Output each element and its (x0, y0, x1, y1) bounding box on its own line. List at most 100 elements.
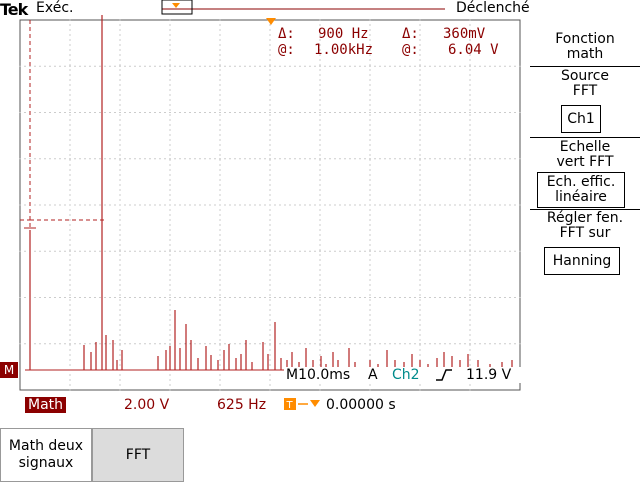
grid-dot (489, 250, 491, 252)
grid-dot (419, 297, 421, 298)
grid-dot (59, 297, 61, 298)
grid-dot (469, 59, 471, 61)
grid-dot (119, 114, 121, 116)
grid-dot (294, 297, 296, 298)
grid-dot (269, 239, 271, 241)
grid-dot (229, 297, 231, 298)
grid-dot (379, 158, 381, 160)
grid-dot (269, 119, 271, 121)
grid-dot (369, 329, 371, 331)
grid-dot (499, 158, 501, 160)
grid-dot (504, 297, 506, 298)
vertical-scale-button[interactable]: Ech. effic. linéaire (537, 172, 625, 208)
fft-button[interactable]: FFT (92, 428, 184, 482)
math-status-bar: Math 2.00 V 625 Hz T 0.00000 s (22, 396, 522, 414)
grid-dot (439, 343, 441, 345)
grid-dot (169, 324, 171, 326)
grid-dot (504, 343, 506, 345)
grid-dot (239, 65, 241, 67)
grid-dot (319, 119, 321, 121)
grid-dot (389, 250, 391, 252)
grid-dot (139, 158, 141, 160)
grid-dot (369, 309, 371, 311)
grid-dot (169, 264, 171, 266)
grid-dot (469, 239, 471, 241)
grid-dot (104, 158, 106, 160)
grid-dot (334, 65, 336, 67)
grid-dot (234, 204, 236, 206)
grid-dot (519, 158, 521, 160)
grid-dot (419, 124, 421, 126)
grid-dot (209, 158, 211, 160)
grid-dot (434, 112, 436, 113)
grid-dot (94, 250, 96, 252)
grid-dot (49, 250, 51, 252)
grid-dot (369, 349, 371, 351)
grid-dot (119, 184, 121, 186)
grid-dot (249, 297, 251, 298)
grid-dot (79, 204, 81, 206)
grid-dot (179, 112, 181, 113)
grid-dot (469, 84, 471, 86)
grid-dot (289, 112, 291, 113)
grid-dot (269, 264, 271, 266)
grid-dot (424, 250, 426, 252)
grid-dot (469, 19, 471, 21)
grid-dot (219, 184, 221, 186)
grid-dot (219, 234, 221, 236)
grid-dot (469, 119, 471, 121)
grid-dot (469, 299, 471, 301)
grid-dot (169, 49, 171, 51)
grid-dot (419, 34, 421, 36)
dual-waveform-math-button[interactable]: Math deux signaux (0, 428, 92, 482)
grid-dot (199, 297, 201, 298)
grid-dot (369, 244, 371, 246)
grid-dot (239, 112, 241, 113)
grid-dot (119, 79, 121, 81)
grid-dot (374, 65, 376, 67)
grid-dot (79, 158, 81, 160)
source-fft-button[interactable]: Ch1 (561, 105, 601, 133)
grid-dot (369, 264, 371, 266)
grid-dot (319, 324, 321, 326)
grid-dot (329, 65, 331, 67)
grid-dot (184, 343, 186, 345)
grid-dot (34, 297, 36, 298)
grid-dot (49, 112, 51, 113)
grid-dot (169, 199, 171, 201)
grid-dot (74, 250, 76, 252)
grid-dot (269, 299, 271, 301)
grid-dot (69, 379, 71, 381)
grid-dot (69, 114, 71, 116)
window-label-line2: FFT sur (559, 225, 611, 241)
grid-dot (369, 144, 371, 146)
grid-dot (169, 174, 171, 176)
grid-dot (459, 158, 461, 160)
trigger-position-arrow-icon: T (284, 398, 320, 411)
grid-dot (214, 65, 216, 67)
grid-dot (419, 159, 421, 161)
grid-dot (69, 29, 71, 31)
volts-per-div: 2.00 V (124, 397, 170, 413)
fft-window-button[interactable]: Hanning (544, 247, 620, 275)
grid-dot (269, 219, 271, 221)
grid-dot (294, 112, 296, 113)
grid-dot (169, 24, 171, 26)
grid-dot (109, 65, 111, 67)
grid-dot (284, 112, 286, 113)
grid-dot (484, 158, 486, 160)
grid-dot (234, 112, 236, 113)
grid-dot (144, 204, 146, 206)
grid-dot (189, 65, 191, 67)
grid-dot (469, 244, 471, 246)
grid-dot (119, 194, 121, 196)
grid-dot (154, 343, 156, 345)
grid-dot (119, 314, 121, 316)
grid-dot (219, 279, 221, 281)
grid-dot (219, 109, 221, 111)
grid-dot (224, 250, 226, 252)
grid-dot (319, 164, 321, 166)
grid-dot (54, 204, 56, 206)
grid-dot (69, 274, 71, 276)
grid-dot (419, 384, 421, 386)
